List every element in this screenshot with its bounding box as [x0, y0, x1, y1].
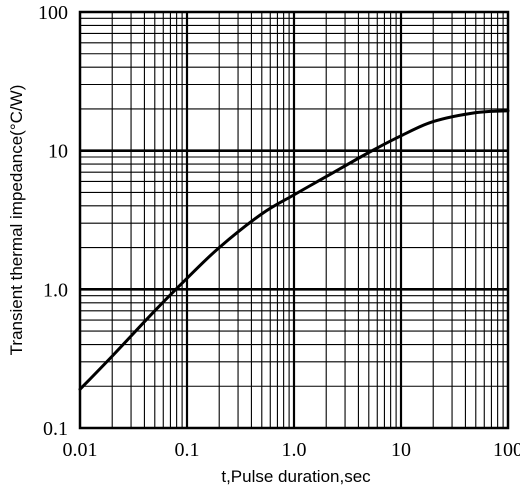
x-axis-label: t,Pulse duration,sec — [221, 467, 371, 486]
x-tick-label: 0.1 — [175, 439, 200, 461]
x-tick-label: 1.0 — [282, 439, 307, 461]
y-tick-label: 1.0 — [43, 279, 68, 301]
plot-frame — [78, 10, 510, 430]
y-tick-label: 10 — [48, 141, 68, 163]
series-group — [78, 109, 510, 391]
y-tick-labels: 0.1 1.0 10 100 — [38, 2, 68, 440]
x-tick-label: 0.01 — [63, 439, 98, 461]
grid — [80, 12, 508, 428]
y-axis-label: Transient thermal impedance(°C/W) — [7, 85, 26, 356]
series-line-0 — [78, 109, 510, 391]
x-tick-label: 10 — [391, 439, 411, 461]
x-tick-label: 100 — [493, 439, 520, 461]
y-tick-label: 100 — [38, 2, 68, 24]
x-tick-labels: 0.01 0.1 1.0 10 100 — [63, 439, 520, 461]
y-tick-label: 0.1 — [43, 418, 68, 440]
